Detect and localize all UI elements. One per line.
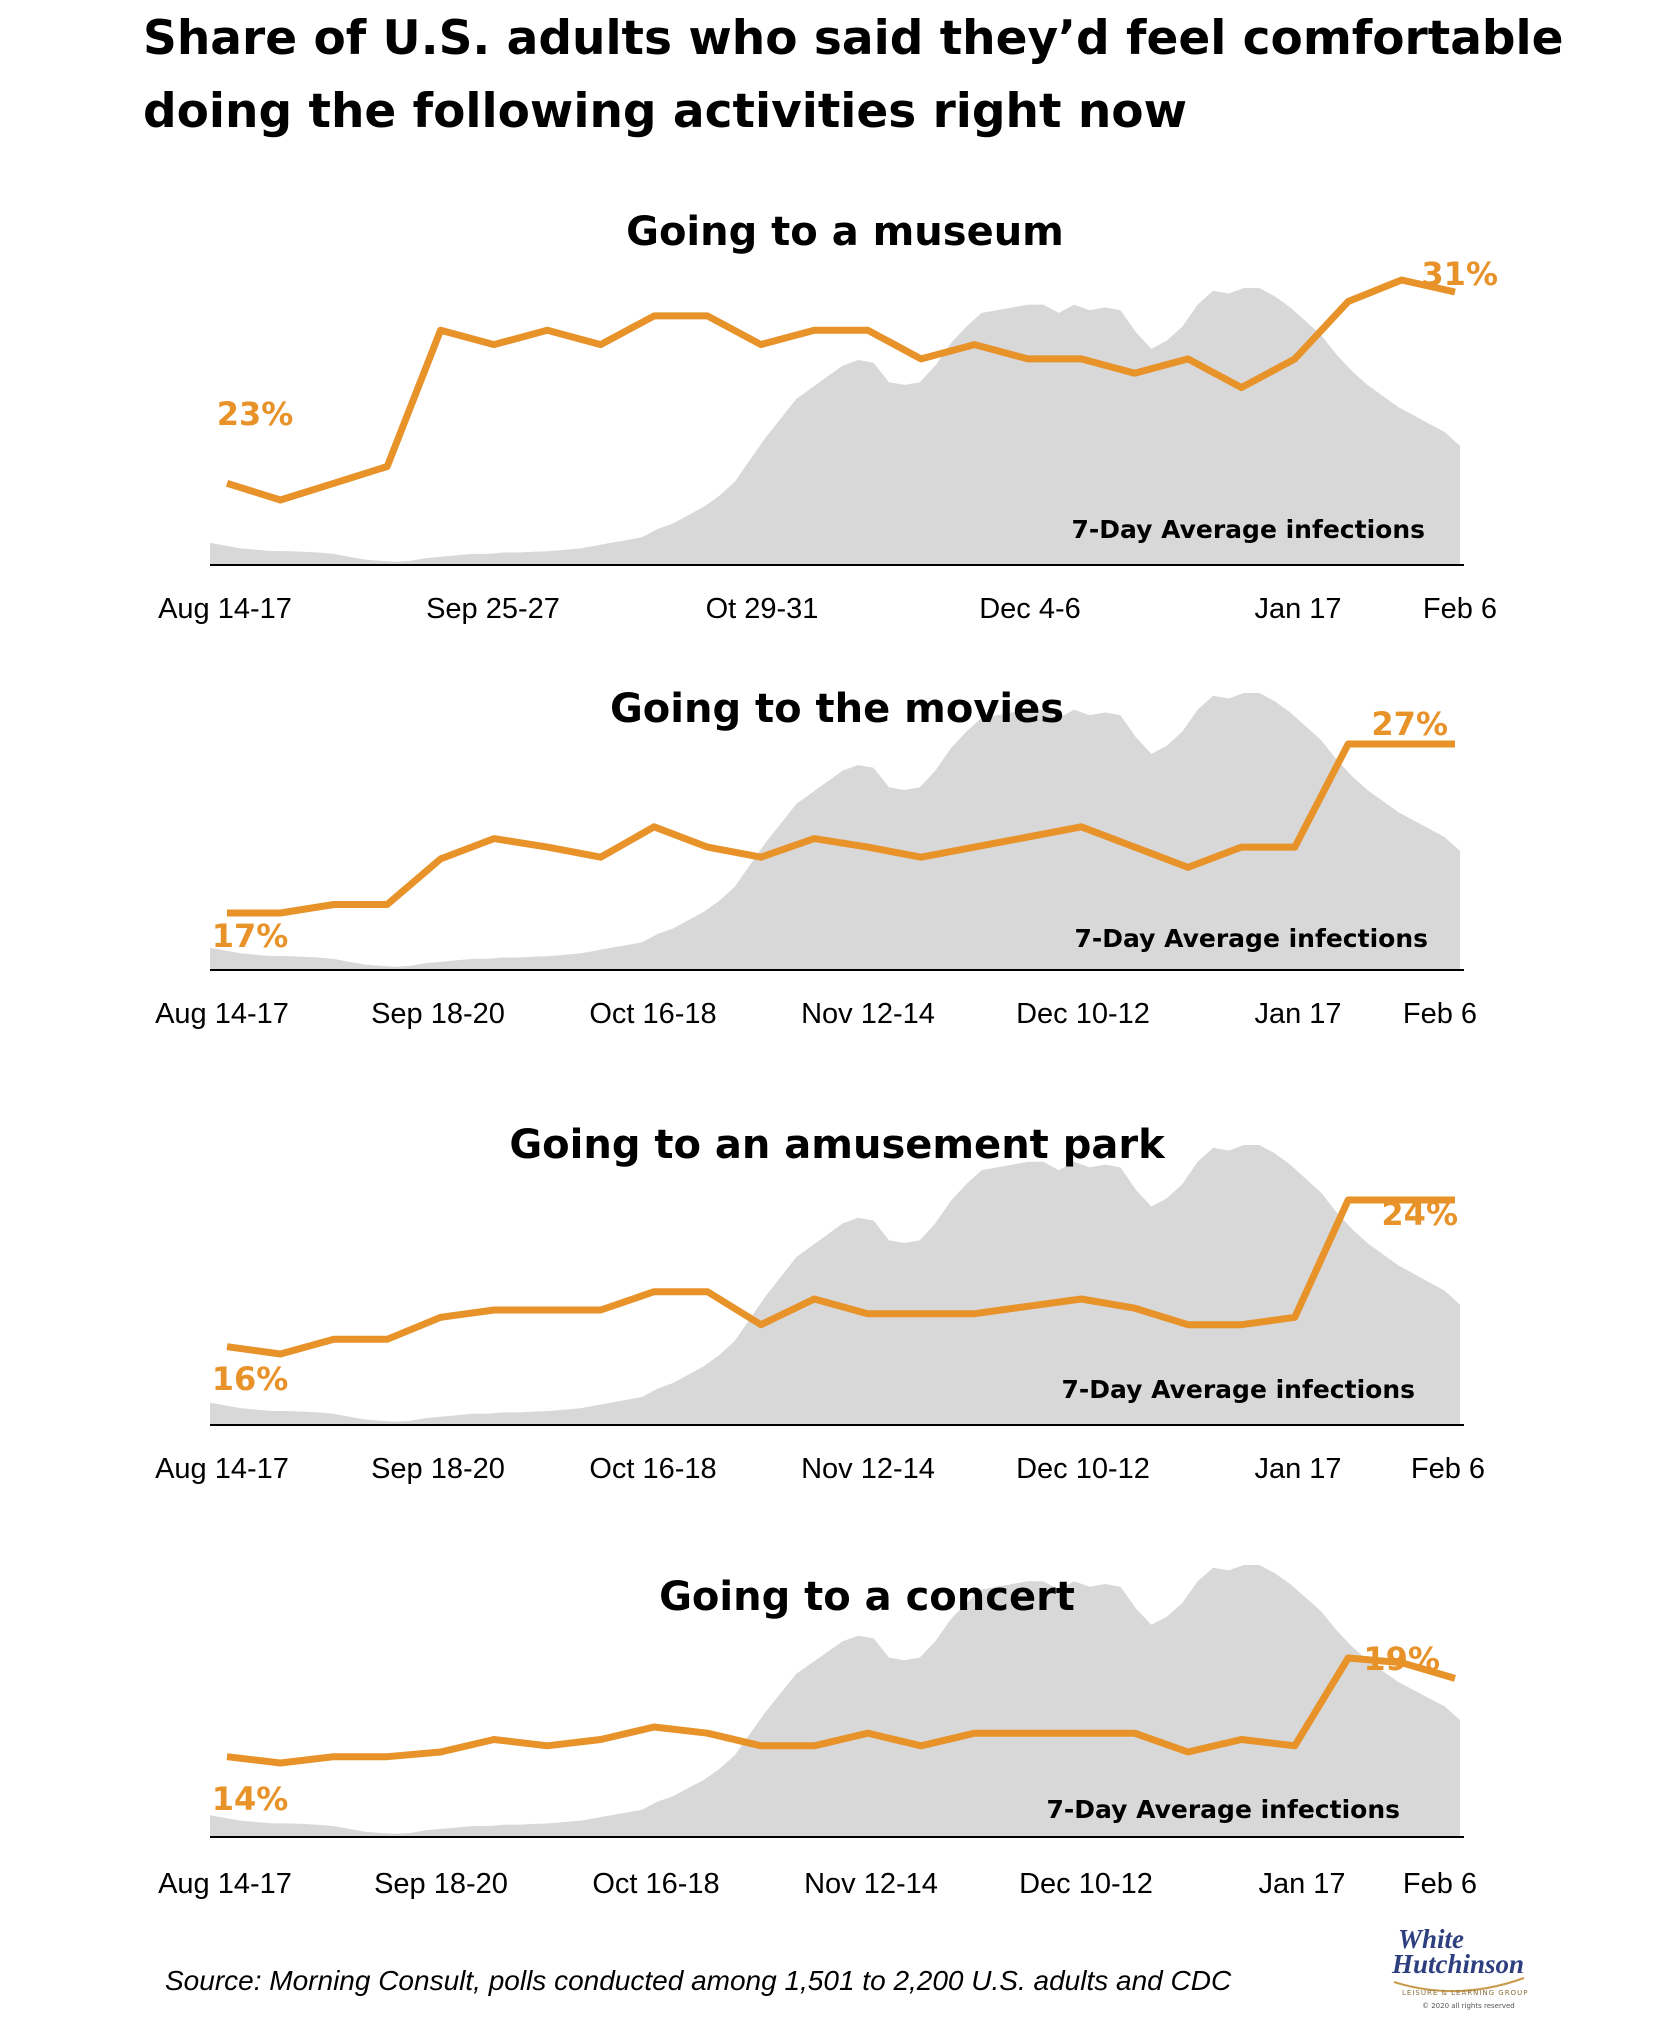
page-title: Share of U.S. adults who said they’d fee…	[143, 11, 1564, 139]
chart-3-x-tick-label: Oct 16-18	[589, 1453, 716, 1485]
chart-2-x-tick-label: Oct 16-18	[589, 998, 716, 1030]
chart-1-comfort-line	[225, 276, 1456, 504]
chart-1-area-label: 7-Day Average infections	[1072, 515, 1425, 544]
chart-4-infection-area	[210, 1565, 1460, 1837]
chart-2-title: Going to the movies	[610, 686, 1064, 732]
chart-2-end-label: 27%	[1371, 705, 1448, 743]
chart-3-x-tick-label: Aug 14-17	[155, 1453, 289, 1485]
chart-2-x-tick-label: Feb 6	[1403, 998, 1477, 1030]
logo-line-1: White	[1398, 1924, 1464, 1954]
chart-2-x-tick-label: Sep 18-20	[371, 998, 505, 1030]
chart-2-comfort-line	[227, 740, 1455, 917]
chart-2-x-tick-label: Nov 12-14	[801, 998, 935, 1030]
source-note: Source: Morning Consult, polls conducted…	[165, 1965, 1232, 1996]
chart-3-x-tick-label: Dec 10-12	[1016, 1453, 1150, 1485]
chart-4-x-tick-label: Jan 17	[1258, 1868, 1345, 1900]
white-hutchinson-logo: White Hutchinson LEISURE & LEARNING GROU…	[1391, 1924, 1528, 2010]
chart-1-x-tick-label: Ot 29-31	[706, 593, 819, 625]
chart-2-area-label: 7-Day Average infections	[1075, 924, 1428, 953]
chart-2-x-tick-label: Jan 17	[1254, 998, 1341, 1030]
chart-4-end-label: 19%	[1363, 1640, 1440, 1678]
chart-3-area-label: 7-Day Average infections	[1062, 1375, 1415, 1404]
chart-3-start-label: 16%	[212, 1360, 289, 1398]
chart-1-x-tick-label: Jan 17	[1254, 593, 1341, 625]
chart-4-x-tick-label: Nov 12-14	[804, 1868, 938, 1900]
chart-1-x-tick-label: Sep 25-27	[426, 593, 560, 625]
chart-3-x-tick-label: Jan 17	[1254, 1453, 1341, 1485]
chart-3-title: Going to an amusement park	[509, 1122, 1166, 1168]
chart-1-start-label: 23%	[217, 395, 294, 433]
chart-2-x-tick-label: Dec 10-12	[1016, 998, 1150, 1030]
logo-copyright: © 2020 all rights reserved	[1422, 2002, 1515, 2010]
chart-4-start-label: 14%	[212, 1780, 289, 1818]
chart-1-end-label: 31%	[1421, 255, 1498, 293]
chart-2-start-label: 17%	[212, 917, 289, 955]
chart-4-x-tick-label: Aug 14-17	[158, 1868, 292, 1900]
logo-tagline: LEISURE & LEARNING GROUP	[1402, 1989, 1528, 1997]
chart-1-x-tick-label: Feb 6	[1423, 593, 1497, 625]
logo-line-2: Hutchinson	[1391, 1949, 1524, 1979]
chart-3-x-tick-label: Nov 12-14	[801, 1453, 935, 1485]
chart-4-area-label: 7-Day Average infections	[1047, 1795, 1400, 1824]
logo-swoosh	[1393, 1977, 1525, 1993]
chart-3-infection-area	[210, 1145, 1460, 1425]
chart-1-title: Going to a museum	[626, 209, 1064, 255]
chart-3-comfort-line	[226, 1196, 1455, 1358]
chart-3-x-tick-label: Sep 18-20	[371, 1453, 505, 1485]
chart-4-x-tick-label: Sep 18-20	[374, 1868, 508, 1900]
chart-4-title: Going to a concert	[659, 1574, 1075, 1620]
chart-4-x-tick-label: Dec 10-12	[1019, 1868, 1153, 1900]
chart-2-infection-area	[210, 693, 1460, 970]
chart-3-x-tick-label: Feb 6	[1411, 1453, 1485, 1485]
chart-4-x-tick-label: Feb 6	[1403, 1868, 1477, 1900]
chart-2-x-tick-label: Aug 14-17	[155, 998, 289, 1030]
chart-4-x-tick-label: Oct 16-18	[592, 1868, 719, 1900]
chart-1-x-tick-label: Aug 14-17	[158, 593, 292, 625]
chart-3-end-label: 24%	[1381, 1195, 1458, 1233]
chart-4-comfort-line	[226, 1654, 1456, 1767]
chart-1-x-tick-label: Dec 4-6	[979, 593, 1081, 625]
chart-1-infection-area	[210, 288, 1460, 565]
